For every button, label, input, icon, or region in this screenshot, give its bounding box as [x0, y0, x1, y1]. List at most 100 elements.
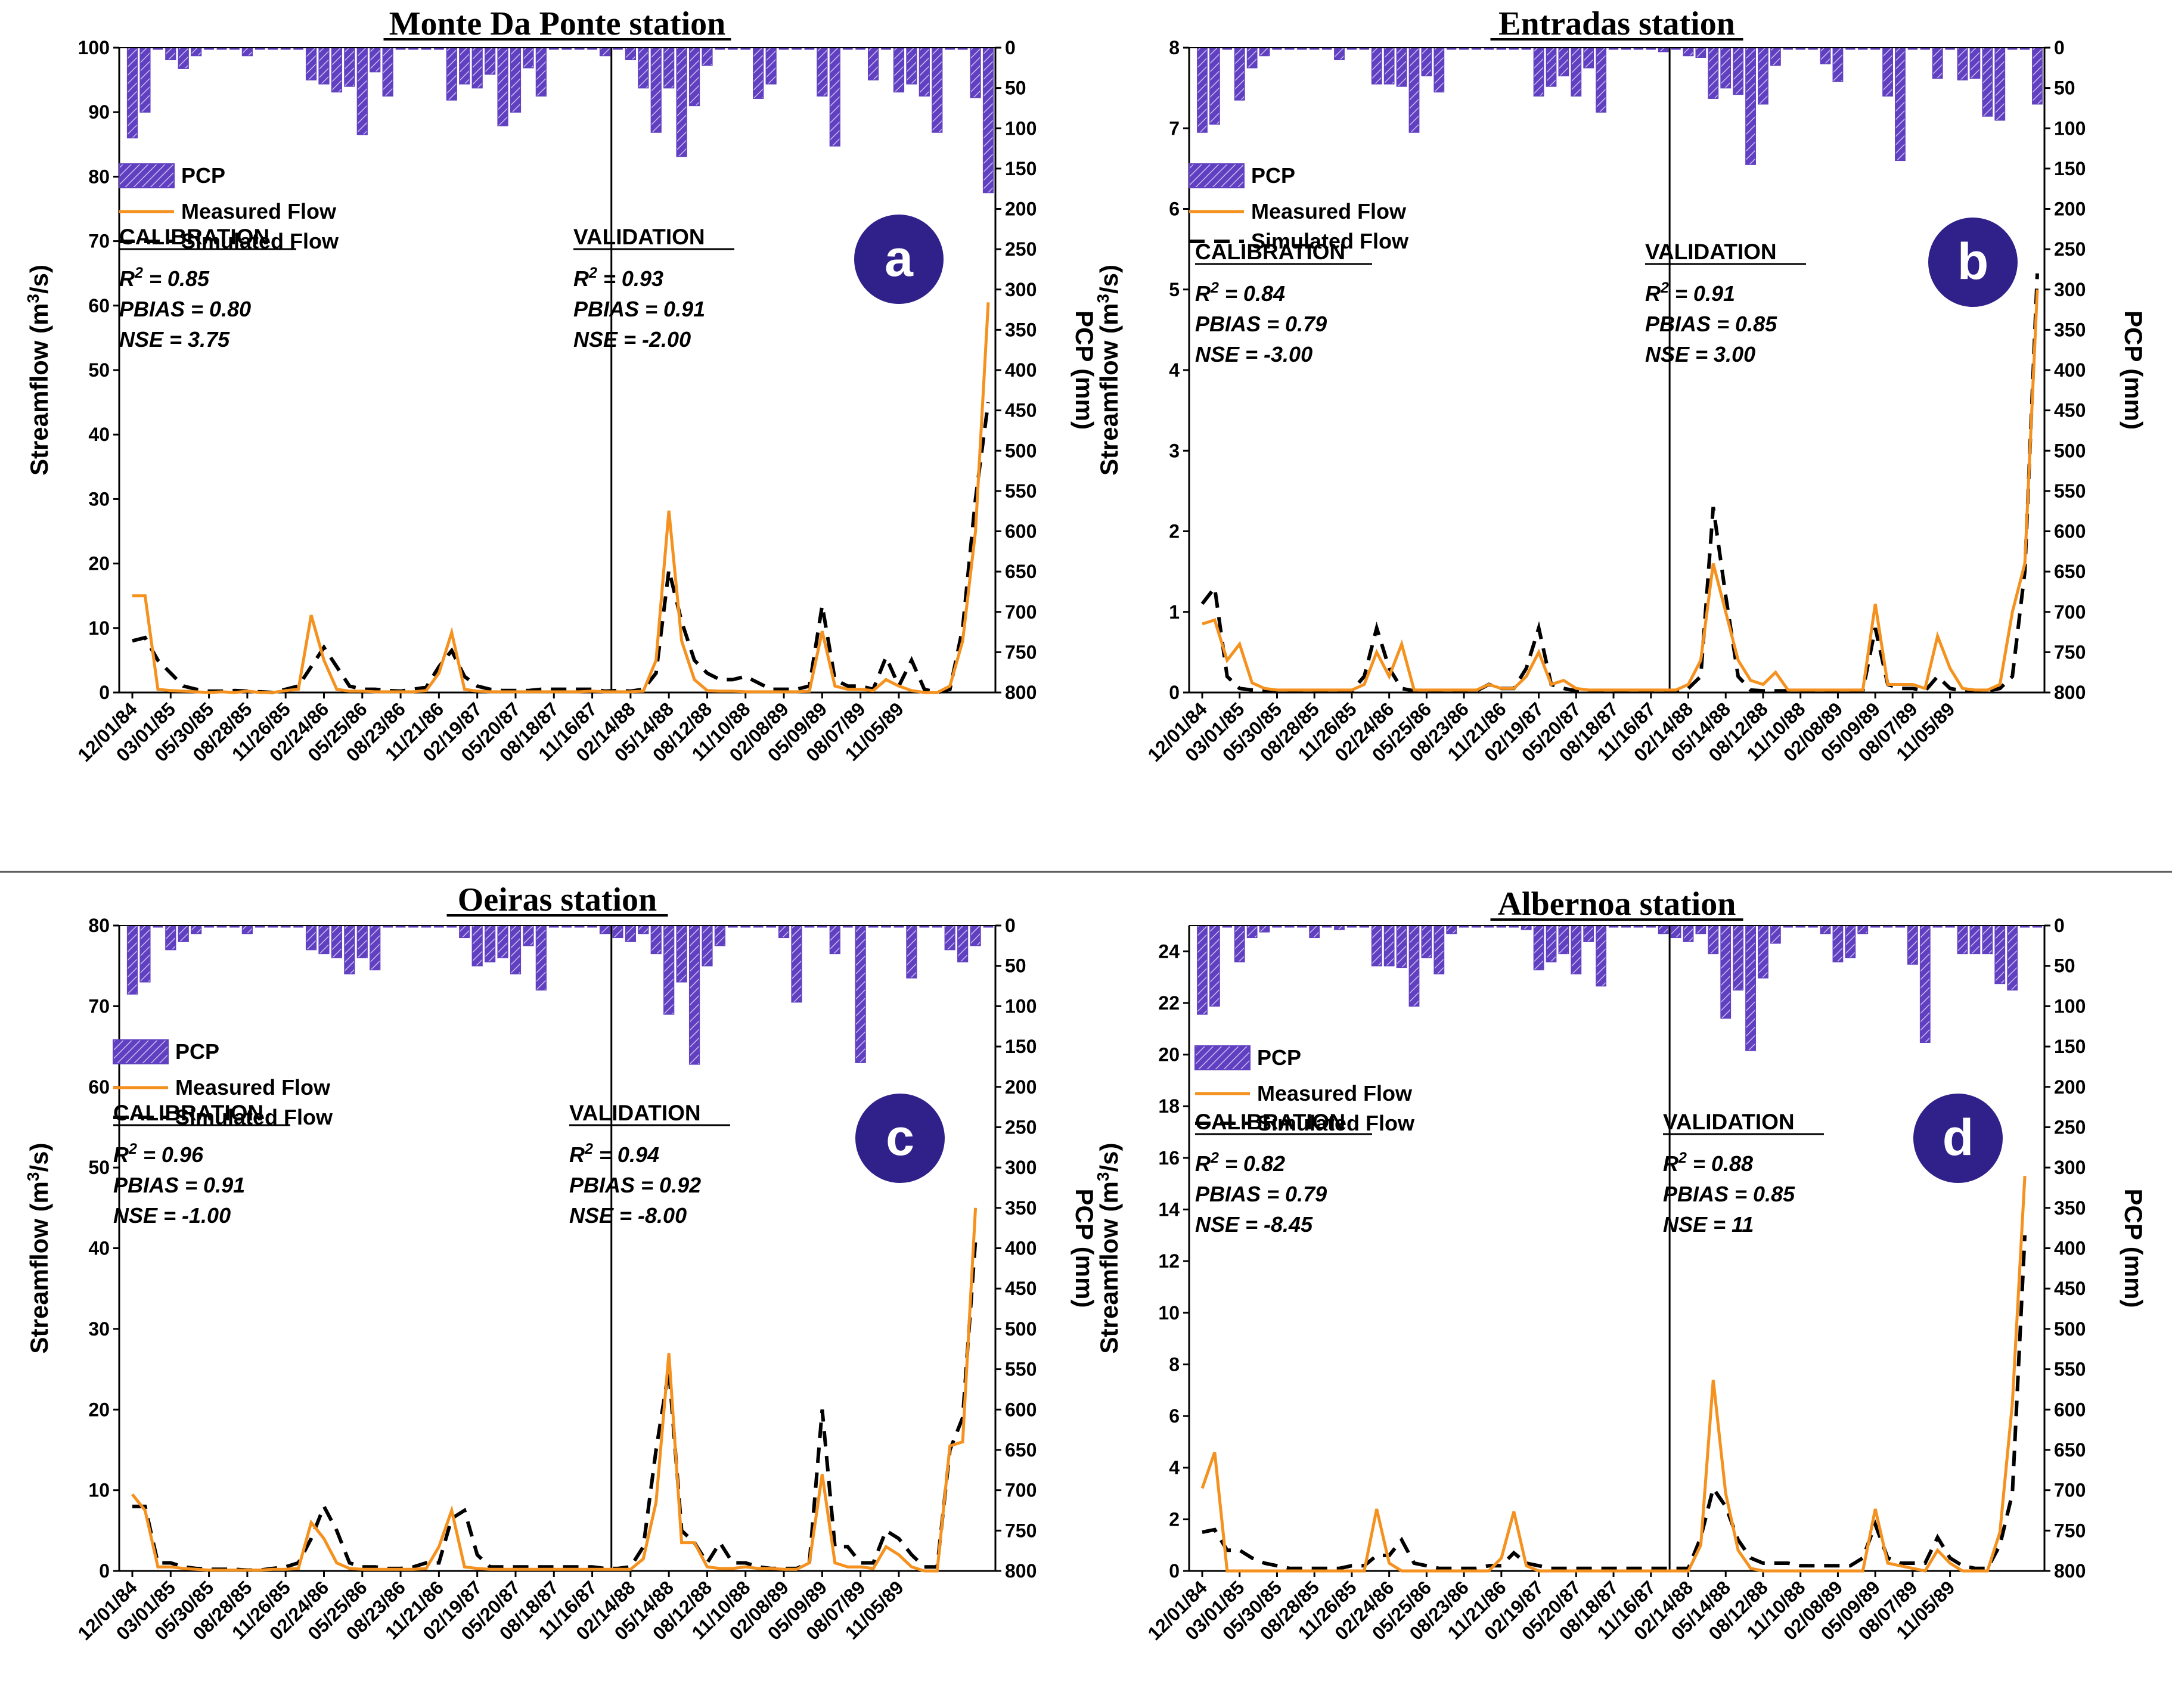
pcp-bar: [625, 47, 636, 61]
y2-axis-label: PCP (mm): [2120, 1189, 2148, 1308]
pcp-bar: [1919, 925, 1931, 1044]
pcp-bar: [714, 925, 726, 946]
pcp-bar: [1433, 47, 1445, 93]
calibration-nse: NSE = 3.75: [119, 327, 230, 352]
pcp-bar: [982, 47, 994, 194]
y2-tick-label: 300: [1005, 279, 1037, 300]
y2-tick-label: 250: [1005, 238, 1037, 260]
y-tick-label: 0: [1169, 1560, 1180, 1582]
y-tick-label: 4: [1169, 1457, 1180, 1479]
pcp-bar: [612, 925, 623, 939]
y-axis-label: Streamflow (m3/s): [24, 1143, 54, 1354]
calibration-heading: CALIBRATION: [1195, 1110, 1345, 1134]
pcp-bar: [523, 47, 534, 69]
y2-tick-label: 350: [1005, 319, 1037, 340]
y2-tick-label: 300: [2054, 1157, 2086, 1178]
pcp-bar: [1994, 925, 2006, 985]
pcp-bar: [1857, 925, 1869, 934]
pcp-bar: [676, 925, 687, 983]
y-tick-label: 16: [1158, 1147, 1180, 1169]
validation-heading: VALIDATION: [569, 1101, 701, 1125]
legend-pcp-swatch: [113, 1039, 169, 1064]
y2-tick-label: 550: [1005, 480, 1037, 502]
pcp-bar: [1758, 47, 1768, 105]
panel-badge-letter: b: [1957, 233, 1989, 290]
pcp-bar: [126, 47, 138, 139]
y2-tick-label: 800: [2054, 682, 2086, 703]
legend-simulated-label: Simulated Flow: [1257, 1111, 1415, 1135]
y2-tick-label: 450: [1005, 400, 1037, 421]
y-tick-label: 20: [1158, 1044, 1180, 1066]
y2-tick-label: 800: [1005, 1560, 1037, 1582]
y2-tick-label: 300: [2054, 279, 2086, 300]
pcp-bar: [1907, 925, 1918, 965]
pcp-bar: [817, 47, 828, 97]
chart-title: Entradas station: [1498, 5, 1735, 42]
pcp-bar: [356, 47, 368, 135]
pcp-bar: [139, 925, 151, 983]
pcp-bar: [370, 925, 381, 971]
y2-tick-label: 300: [1005, 1157, 1037, 1178]
pcp-bar: [1558, 925, 1569, 955]
pcp-bar: [702, 47, 713, 66]
chart-title: Oeiras station: [458, 881, 657, 918]
panel-badge-letter: a: [885, 230, 914, 287]
y2-tick-label: 250: [1005, 1116, 1037, 1138]
pcp-bar: [765, 47, 777, 85]
pcp-bar: [1408, 925, 1420, 1007]
panel-badge-letter: d: [1943, 1109, 1974, 1166]
validation-r2: R2 = 0.91: [1645, 280, 1735, 306]
pcp-bar: [1371, 47, 1382, 85]
calibration-heading: CALIBRATION: [1195, 240, 1345, 264]
y2-tick-label: 150: [1005, 1036, 1037, 1057]
pcp-bar: [906, 925, 917, 979]
pcp-bar: [485, 47, 496, 75]
y2-tick-label: 50: [2054, 955, 2075, 977]
y2-tick-label: 650: [2054, 1439, 2086, 1461]
y-axis-label: Streamflow (m3/s): [1094, 265, 1124, 476]
pcp-bar: [1982, 925, 1993, 955]
pcp-bar: [1994, 47, 2006, 121]
pcp-bar: [1521, 925, 1532, 930]
y2-tick-label: 400: [2054, 359, 2086, 381]
pcp-bar: [650, 47, 662, 133]
y-tick-label: 20: [88, 553, 110, 574]
pcp-bar: [1209, 925, 1220, 1007]
pcp-bar: [1246, 925, 1258, 939]
pcp-bar: [778, 925, 790, 939]
y2-tick-label: 400: [1005, 1238, 1037, 1259]
pcp-bar: [191, 47, 202, 57]
calibration-nse: NSE = -3.00: [1195, 342, 1312, 367]
y2-tick-label: 550: [2054, 480, 2086, 502]
legend-pcp-label: PCP: [175, 1039, 219, 1064]
pcp-bar: [1433, 925, 1445, 974]
pcp-bar: [1408, 47, 1420, 133]
pcp-bar: [1820, 925, 1831, 934]
y2-tick-label: 200: [1005, 198, 1037, 220]
pcp-bar: [1309, 925, 1320, 939]
pcp-bar: [241, 47, 253, 57]
pcp-bar: [1832, 925, 1844, 962]
y-tick-label: 50: [88, 1157, 110, 1178]
panel-badge-letter: c: [886, 1109, 914, 1166]
pcp-bar: [1982, 47, 1993, 117]
pcp-bar: [906, 47, 917, 85]
y-tick-label: 80: [88, 166, 110, 187]
pcp-bar: [1259, 47, 1270, 57]
y2-tick-label: 0: [1005, 37, 1016, 58]
pcp-bar: [1371, 925, 1382, 967]
pcp-bar: [1708, 47, 1719, 99]
pcp-bar: [2007, 925, 2018, 991]
y-tick-label: 12: [1158, 1250, 1180, 1272]
pcp-bar: [1832, 47, 1844, 82]
y-tick-label: 40: [88, 1238, 110, 1259]
chart-panel-b: Entradas station 0 1 2 3 4 5 6 7 8 0 50 100 150 200 250…: [1094, 5, 2148, 766]
pcp-bar: [1571, 925, 1582, 974]
legend-pcp-swatch: [1194, 1045, 1251, 1070]
pcp-bar: [599, 925, 611, 934]
calibration-heading: CALIBRATION: [119, 225, 269, 249]
calibration-nse: NSE = -1.00: [113, 1203, 231, 1228]
legend-measured-label: Measured Flow: [1251, 199, 1407, 223]
pcp-bar: [510, 925, 522, 974]
pcp-bar: [1596, 925, 1607, 987]
